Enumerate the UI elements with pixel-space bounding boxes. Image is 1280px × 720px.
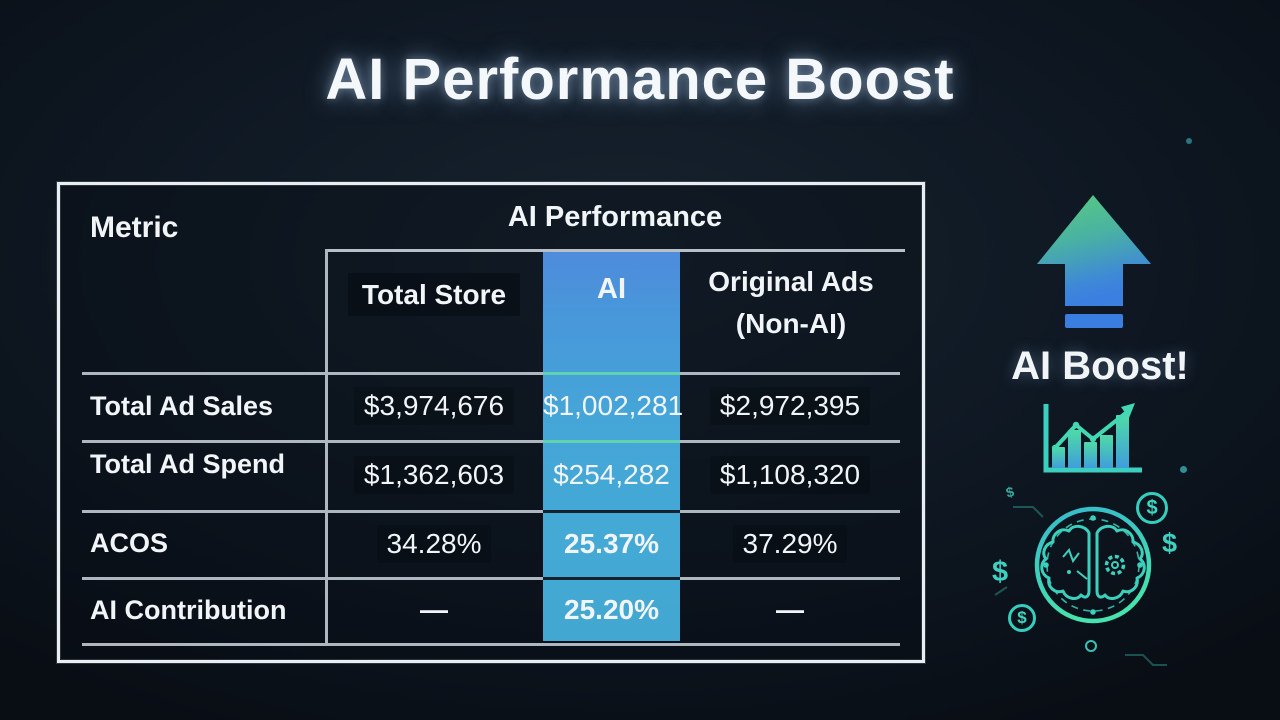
cell-total-store: $1,362,603 <box>325 456 543 494</box>
dot-decoration <box>1085 640 1097 652</box>
brain-gear-icon <box>1034 506 1152 624</box>
cell-total-store: $3,974,676 <box>325 387 543 425</box>
row-divider <box>82 577 900 580</box>
row-divider <box>82 440 900 443</box>
group-header: AI Performance <box>507 201 723 233</box>
up-arrow-icon <box>1037 195 1151 328</box>
ai-column-highlight <box>543 251 680 641</box>
dollar-coin-icon: $ <box>1136 492 1168 524</box>
boost-label: AI Boost! <box>1011 344 1189 388</box>
row-label: Total Ad Sales <box>90 390 274 421</box>
ai-column-separator-dark <box>543 577 680 580</box>
cell-original-ads: 37.29% <box>680 524 900 563</box>
column-header-ai: AI <box>597 273 626 305</box>
row-label: ACOS <box>90 528 169 558</box>
row-divider <box>82 372 900 375</box>
ai-column-separator-dark <box>543 510 680 513</box>
group-header-underline <box>325 249 905 252</box>
dot-decoration <box>1186 138 1192 144</box>
table-row: Total Ad Sales $3,974,676 $1,002,281 $2,… <box>82 375 900 437</box>
column-header-total-store-label: Total Store <box>347 273 521 316</box>
cell-ai: $1,002,281 <box>543 390 684 421</box>
column-header-original-ads-line1: Original Ads <box>708 266 874 297</box>
cell-ai: 25.20% <box>564 594 659 625</box>
row-divider <box>82 510 900 513</box>
row-label: Total Ad Spend <box>90 449 285 479</box>
row-label: AI Contribution <box>90 594 287 625</box>
column-header-original-ads-line2: (Non-AI) <box>735 308 847 339</box>
dollar-sign-icon: $ <box>1162 528 1178 558</box>
cell-total-store: 34.28% <box>325 524 543 563</box>
cell-original-ads: $1,108,320 <box>680 456 900 494</box>
trend-chart-icon <box>1043 403 1142 473</box>
cell-ai: $254,282 <box>553 459 670 490</box>
cell-total-store: — <box>420 594 448 625</box>
dollar-coin-icon: $ <box>1008 604 1036 632</box>
ai-column-separator-teal <box>543 440 680 443</box>
cell-ai: 25.37% <box>564 527 659 559</box>
page-title: AI Performance Boost <box>325 47 955 112</box>
table-bottom-line <box>82 643 900 646</box>
metric-column-divider <box>325 249 328 643</box>
table-row: ACOS 34.28% 25.37% 37.29% <box>82 513 900 574</box>
circuit-decoration <box>994 506 1167 666</box>
cell-original-ads: — <box>776 594 804 625</box>
table-row: AI Contribution — 25.20% — <box>82 580 900 640</box>
table-row: Total Ad Spend $1,362,603 $254,282 $1,10… <box>82 443 900 507</box>
ai-column-separator-teal <box>543 372 680 375</box>
performance-table: Metric AI Performance Total Store AI Ori… <box>57 182 925 663</box>
dot-decoration <box>1180 466 1187 473</box>
cell-original-ads: $2,972,395 <box>680 387 900 425</box>
dollar-sign-icon: $ <box>992 556 1009 588</box>
metric-column-header: Metric <box>90 211 179 244</box>
column-header-original-ads: Original Ads (Non-AI) <box>680 261 902 345</box>
column-header-total-store: Total Store <box>325 273 543 316</box>
